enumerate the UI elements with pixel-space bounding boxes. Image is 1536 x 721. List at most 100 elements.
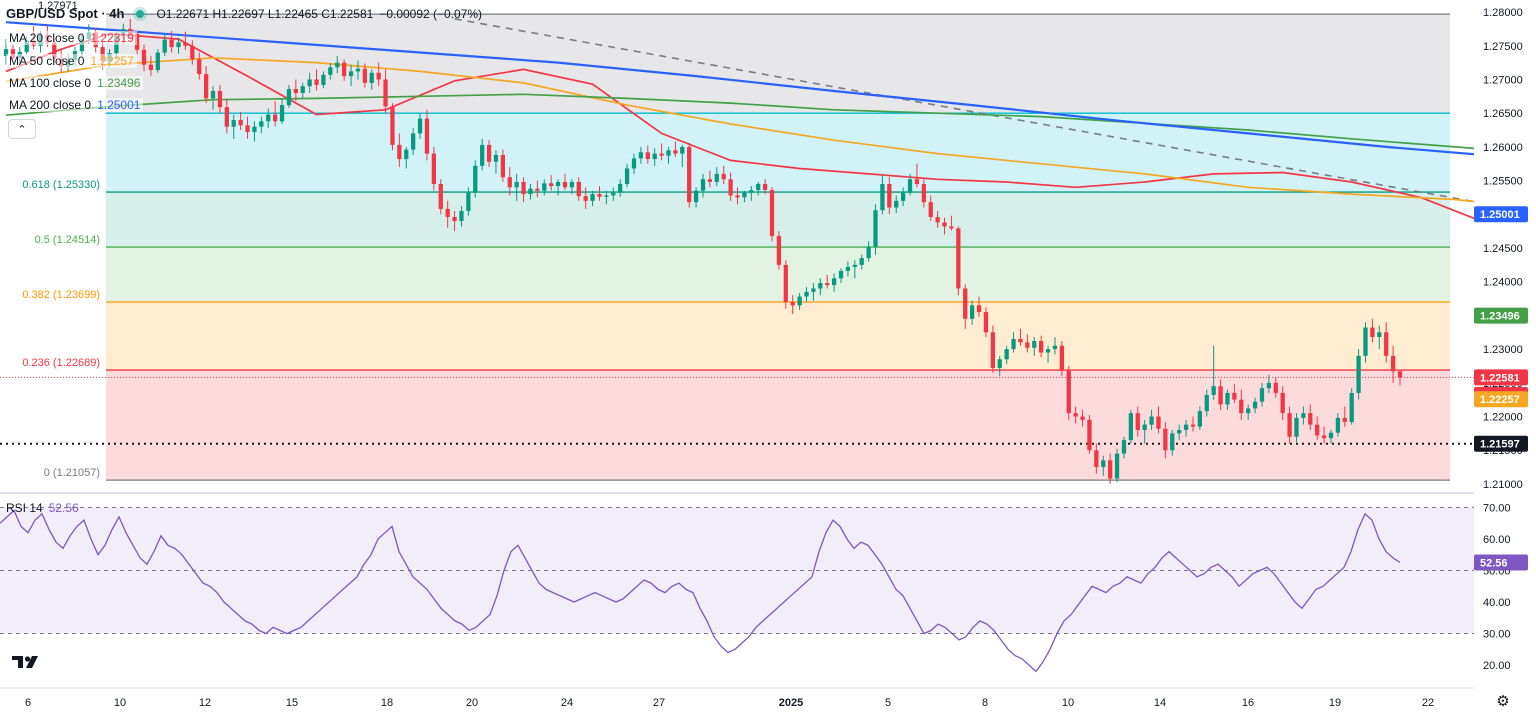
candle-body	[873, 210, 878, 247]
ma100-legend[interactable]: MA 100 close 0 1.23496	[6, 76, 144, 90]
y-tick-label: 1.27500	[1483, 41, 1523, 53]
candle-body	[1315, 424, 1320, 436]
candle-body	[562, 181, 568, 188]
candle-body	[1377, 332, 1382, 337]
candle-body	[1252, 401, 1258, 409]
candle-body	[997, 359, 1002, 368]
candle-body	[224, 107, 229, 127]
x-tick-label: 12	[199, 697, 211, 709]
candle-body	[307, 79, 312, 87]
candle-body	[569, 181, 575, 188]
x-tick-label: 6	[25, 697, 31, 709]
rsi-value-badge	[1474, 554, 1528, 571]
candle-body	[390, 106, 395, 145]
y-tick-label: 1.25500	[1483, 176, 1523, 188]
candle-body	[521, 181, 526, 195]
settings-gear-icon[interactable]: ⚙	[1496, 693, 1510, 710]
candle-body	[210, 90, 216, 99]
candle-body	[514, 181, 519, 188]
candle-body	[887, 183, 892, 208]
candle-body	[638, 152, 644, 159]
y-tick-label: 1.21000	[1483, 479, 1523, 491]
candle-body	[466, 192, 471, 211]
high-value-label: 1.27971	[38, 0, 78, 12]
candle-body	[486, 144, 492, 162]
candle-body	[1294, 417, 1299, 437]
candle-body	[1142, 424, 1147, 431]
candle-body	[176, 42, 181, 48]
candle-body	[900, 192, 906, 201]
candle-body	[1101, 460, 1106, 468]
candle-body	[459, 210, 464, 222]
x-tick-label: 15	[286, 697, 298, 709]
x-tick-label: 8	[982, 697, 988, 709]
price-badge-label: 1.21597	[1480, 439, 1520, 451]
price-axis-bg	[1474, 0, 1536, 716]
candle-body	[1066, 370, 1071, 414]
ma20-label: MA 20 close 0	[9, 31, 85, 45]
candle-body	[1011, 339, 1016, 350]
candle-body	[631, 158, 637, 169]
candle-body	[825, 283, 830, 286]
candle-body	[1321, 435, 1327, 439]
candle-body	[238, 119, 243, 126]
candle-body	[1204, 394, 1209, 412]
fib-level-label: 0.382 (1.23699)	[22, 289, 100, 301]
rsi-tick-label: 70.00	[1483, 502, 1511, 514]
rsi-legend[interactable]: RSI 14 52.56	[6, 501, 79, 515]
rsi-label: RSI 14	[6, 501, 43, 515]
ma200-legend[interactable]: MA 200 close 0 1.25001	[6, 98, 144, 112]
candle-body	[279, 105, 285, 122]
candle-body	[852, 264, 857, 267]
candle-body	[1211, 386, 1216, 395]
price-badge-label: 1.22257	[1480, 394, 1520, 406]
candle-body	[776, 235, 782, 265]
collapse-legend-button[interactable]: ⌃	[8, 119, 36, 139]
ma200-value: 1.25001	[97, 98, 141, 112]
candle-body	[963, 288, 968, 319]
candle-body	[169, 39, 174, 48]
candle-body	[818, 283, 823, 289]
candle-body	[1342, 417, 1347, 422]
candle-body	[969, 305, 975, 319]
candle-body	[1073, 413, 1078, 417]
candle-body	[1128, 413, 1134, 441]
candle-body	[203, 74, 209, 99]
candle-body	[728, 179, 733, 196]
y-tick-label: 1.26500	[1483, 108, 1523, 120]
candle-body	[369, 72, 374, 83]
candle-body	[1059, 345, 1064, 371]
candle-body	[693, 190, 699, 203]
candle-body	[1335, 417, 1341, 433]
ma50-legend[interactable]: MA 50 close 0 1.22257	[6, 54, 137, 68]
candle-body	[700, 179, 706, 191]
y-tick-label: 1.24000	[1483, 277, 1523, 289]
price-badge-label: 1.22581	[1480, 372, 1520, 384]
candle-body	[714, 173, 719, 182]
candle-body	[286, 88, 292, 106]
chart-header: GBP/USD Spot · 4h O1.22671 H1.22697 L1.2…	[6, 6, 482, 21]
candle-body	[555, 181, 561, 186]
ma20-legend[interactable]: MA 20 close 0 1.22319	[6, 31, 137, 45]
ma20-value: 1.22319	[90, 31, 134, 45]
fib-level-label: 0 (1.21057)	[44, 467, 100, 479]
candle-body	[1087, 419, 1092, 451]
candle-body	[845, 266, 851, 271]
candle-body	[10, 49, 16, 58]
candle-body	[1225, 392, 1230, 405]
candle-body	[1308, 413, 1313, 425]
x-tick-label: 18	[381, 697, 393, 709]
candle-body	[866, 246, 871, 259]
price-badge-label: 1.25001	[1480, 209, 1520, 221]
candle-body	[707, 179, 713, 182]
symbol-title[interactable]: GBP/USD Spot · 4h	[6, 6, 125, 21]
candle-body	[293, 88, 298, 93]
candle-body	[990, 332, 995, 368]
tradingview-logo[interactable]	[10, 651, 44, 673]
rsi-line	[0, 509, 1401, 673]
candle-body	[348, 71, 354, 77]
candle-body	[134, 33, 140, 50]
candle-body	[445, 208, 450, 218]
